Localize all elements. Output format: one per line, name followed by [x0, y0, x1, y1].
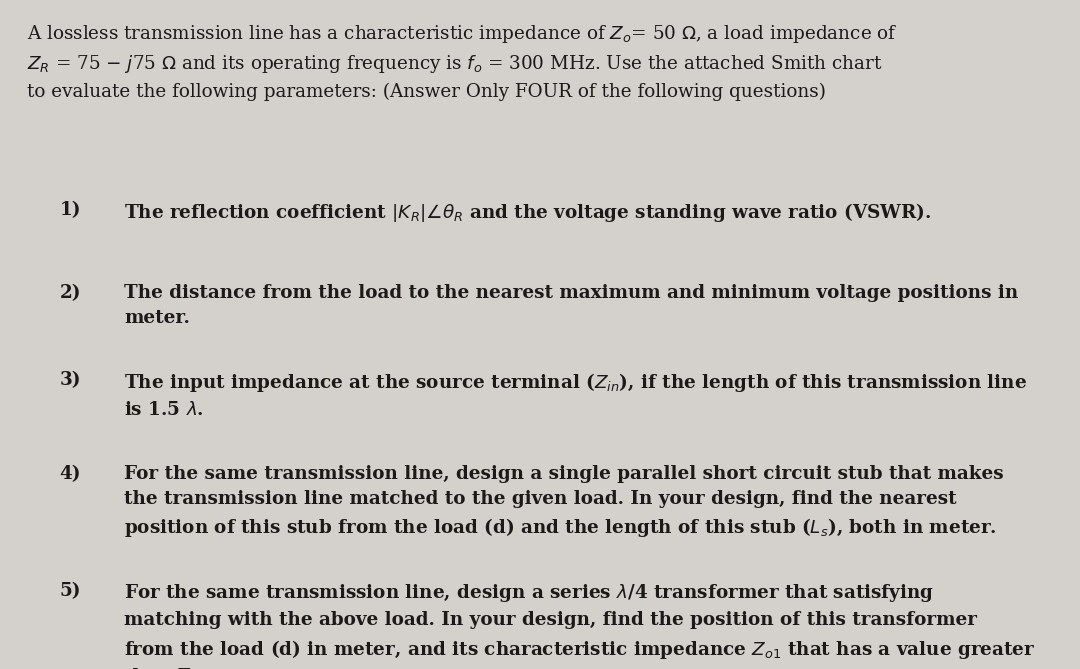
Text: 3): 3) [59, 371, 81, 389]
Text: For the same transmission line, design a series $\lambda$/4 transformer that sat: For the same transmission line, design a… [124, 582, 1036, 669]
Text: 1): 1) [59, 201, 81, 219]
Text: 5): 5) [59, 582, 81, 600]
Text: 2): 2) [59, 284, 81, 302]
Text: A lossless transmission line has a characteristic impedance of $Z_o$= 50 $\Omega: A lossless transmission line has a chara… [27, 23, 897, 101]
Text: The input impedance at the source terminal ($Z_{in}$), if the length of this tra: The input impedance at the source termin… [124, 371, 1027, 419]
Text: The distance from the load to the nearest maximum and minimum voltage positions : The distance from the load to the neares… [124, 284, 1018, 327]
Text: For the same transmission line, design a single parallel short circuit stub that: For the same transmission line, design a… [124, 465, 1003, 539]
Text: 4): 4) [59, 465, 81, 483]
Text: The reflection coefficient $|K_R|\angle\theta_R$ and the voltage standing wave r: The reflection coefficient $|K_R|\angle\… [124, 201, 931, 223]
